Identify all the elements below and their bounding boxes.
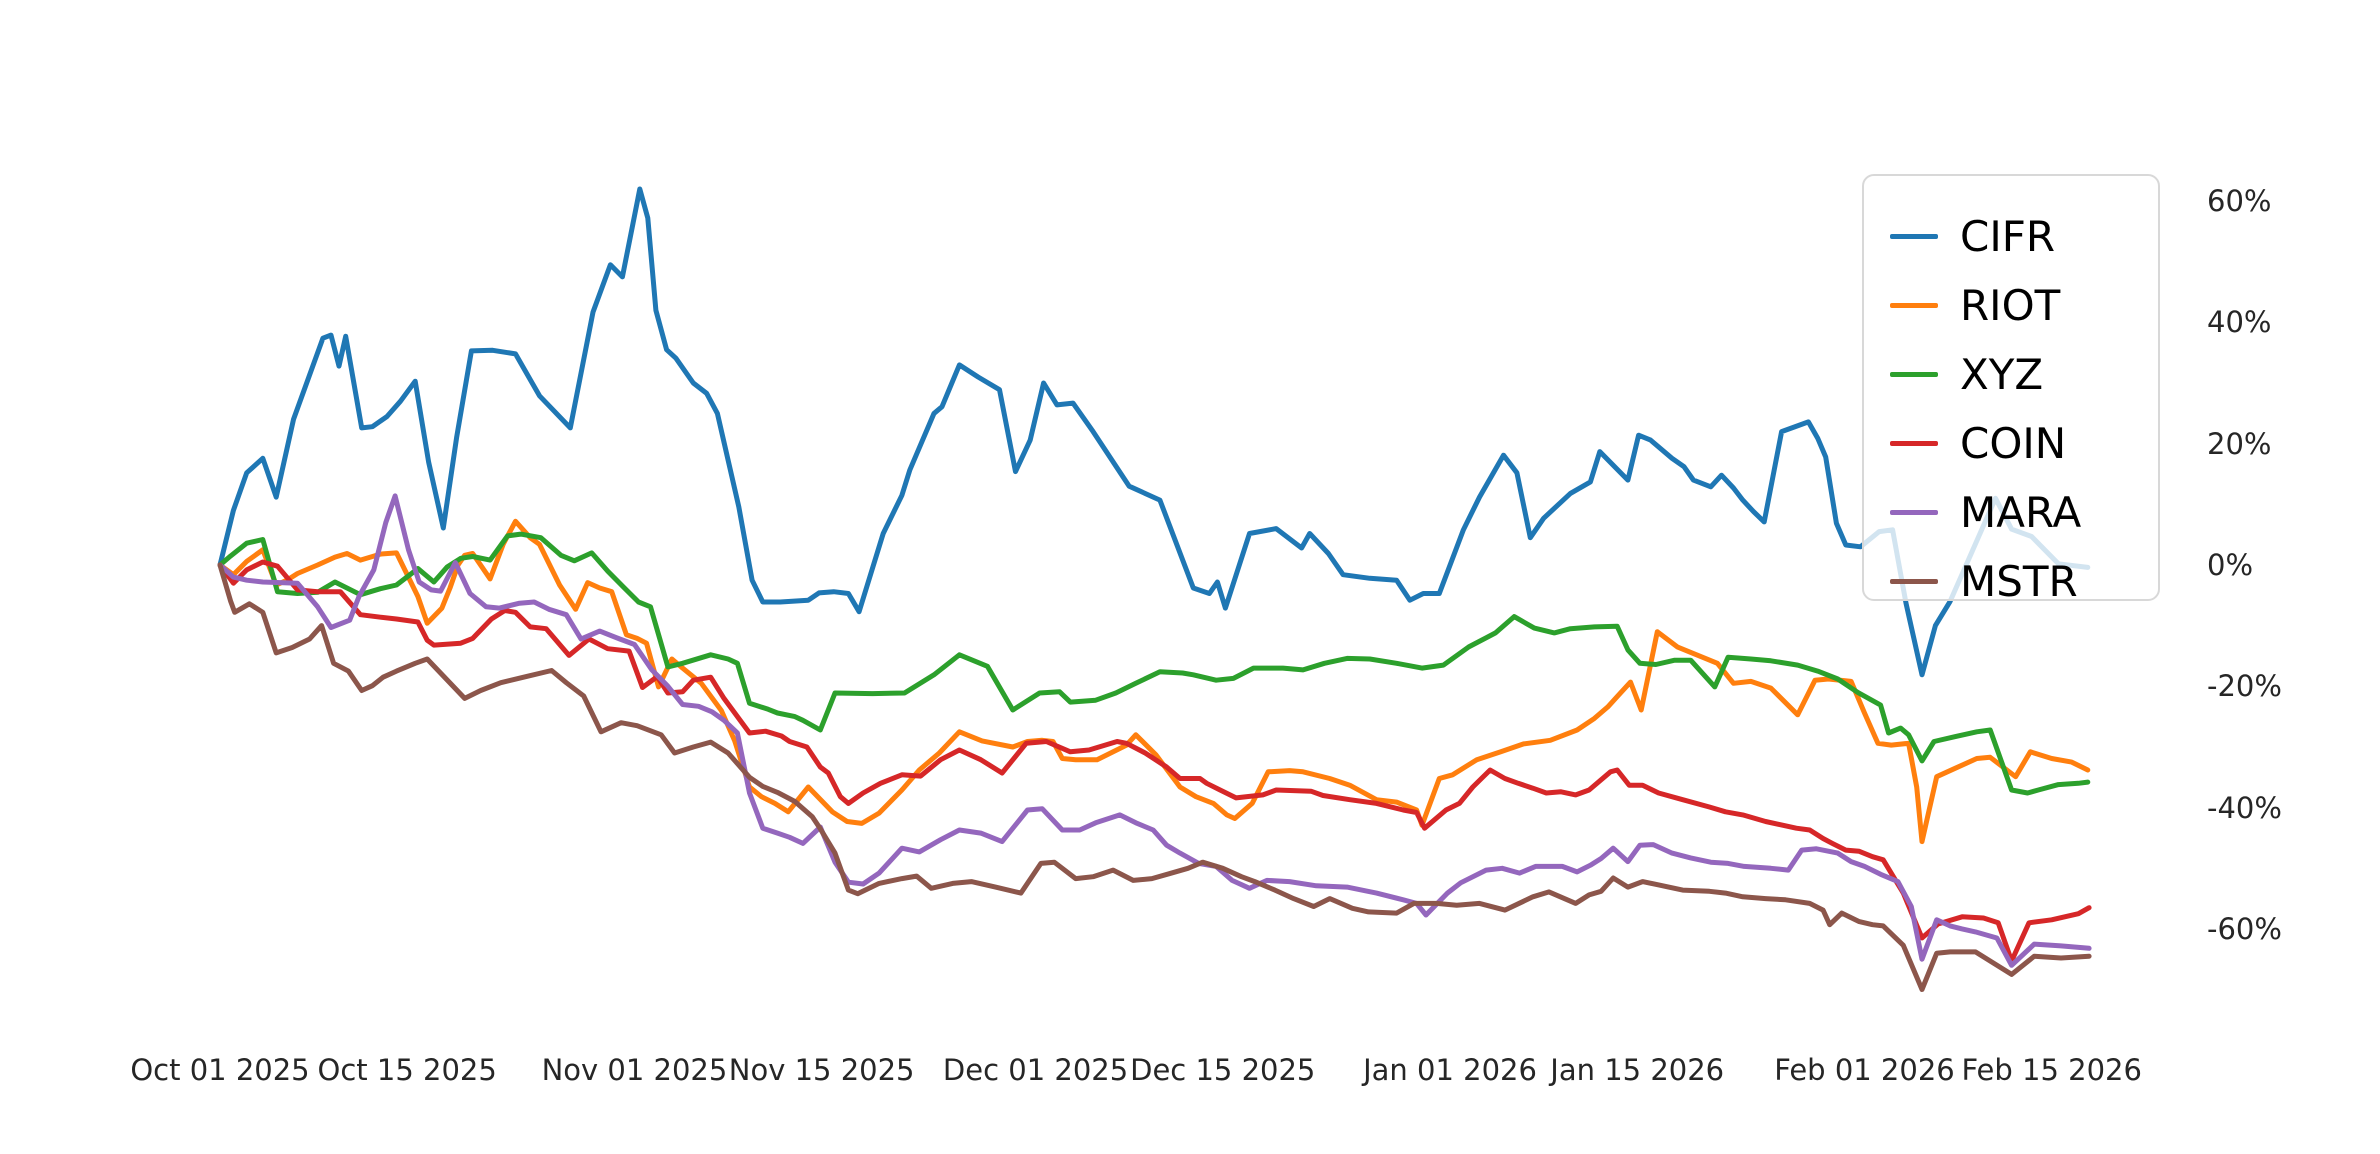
x-tick-label: Oct 01 2025 <box>130 1053 310 1087</box>
x-tick-label: Nov 01 2025 <box>541 1053 728 1087</box>
series-line-coin <box>217 559 2092 964</box>
x-tick-label: Dec 15 2025 <box>1130 1053 1316 1087</box>
series-line-xyz <box>217 531 2091 796</box>
series-line-mara <box>217 493 2092 968</box>
y-tick-label: 40% <box>2207 305 2272 340</box>
legend-swatch-cifr <box>1890 234 1938 239</box>
legend-swatch-mstr <box>1890 579 1938 584</box>
x-tick-label: Jan 15 2026 <box>1550 1053 1725 1087</box>
legend-label-xyz: XYZ <box>1960 349 2044 399</box>
series-line-cifr <box>217 186 2091 678</box>
legend-label-mstr: MSTR <box>1960 556 2078 606</box>
legend-swatch-xyz <box>1890 372 1938 377</box>
legend-swatch-mara <box>1890 510 1938 515</box>
legend-item-riot: RIOT <box>1890 271 2128 340</box>
legend-swatch-riot <box>1890 303 1938 308</box>
legend-label-cifr: CIFR <box>1960 211 2056 261</box>
legend-item-cifr: CIFR <box>1890 202 2128 271</box>
legend: CIFR RIOT XYZ COIN MARA MSTR <box>1862 174 2160 602</box>
x-tick-label: Feb 01 2026 <box>1774 1053 1955 1087</box>
y-tick-label: 0% <box>2207 548 2254 582</box>
legend-label-coin: COIN <box>1960 418 2067 468</box>
legend-swatch-coin <box>1890 441 1938 446</box>
series-line-mstr <box>217 562 2092 992</box>
legend-label-riot: RIOT <box>1960 280 2061 330</box>
y-tick-label: -40% <box>2207 790 2282 825</box>
legend-item-mara: MARA <box>1890 478 2128 547</box>
x-tick-label: Feb 15 2026 <box>1961 1053 2142 1087</box>
x-tick-label: Jan 01 2026 <box>1363 1053 1537 1087</box>
y-tick-label: -20% <box>2207 669 2282 704</box>
x-tick-label: Dec 01 2025 <box>942 1053 1129 1087</box>
y-tick-label: -60% <box>2207 911 2282 946</box>
y-tick-label: 60% <box>2207 184 2272 219</box>
legend-item-mstr: MSTR <box>1890 547 2128 616</box>
series-line-riot <box>217 518 2091 845</box>
y-tick-label: 20% <box>2207 426 2272 461</box>
x-tick-label: Oct 15 2025 <box>317 1053 497 1087</box>
legend-item-xyz: XYZ <box>1890 340 2128 409</box>
legend-item-coin: COIN <box>1890 409 2128 478</box>
legend-label-mara: MARA <box>1960 487 2082 537</box>
x-tick-label: Nov 15 2025 <box>728 1053 915 1087</box>
